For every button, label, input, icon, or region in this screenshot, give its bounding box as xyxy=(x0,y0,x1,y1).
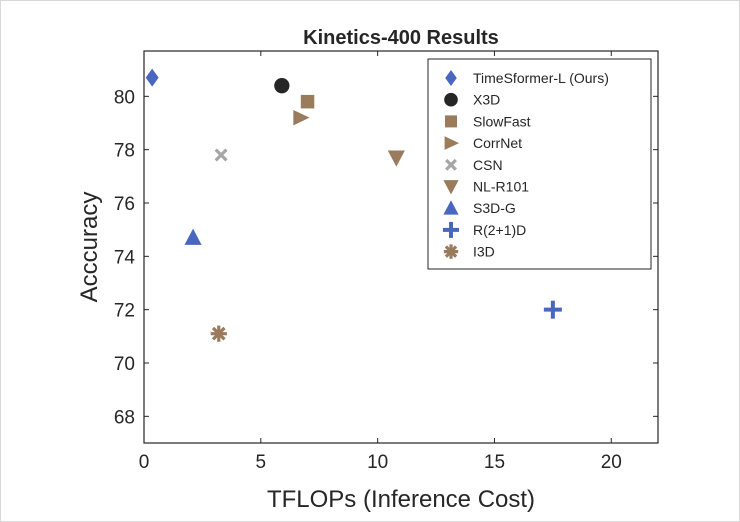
data-markers xyxy=(145,68,562,342)
x-tick-label: 15 xyxy=(484,452,505,473)
legend-box xyxy=(427,58,652,270)
legend-label-slowfast: SlowFast xyxy=(473,113,531,129)
data-point-i3d xyxy=(210,325,227,342)
legend-label-s3d-g: S3D-G xyxy=(473,200,516,216)
x-axis-label: TFLOPs (Inference Cost) xyxy=(267,486,535,513)
y-tick-label: 78 xyxy=(114,141,135,162)
legend-marker-csn xyxy=(445,158,457,171)
chart-title: Kinetics-400 Results xyxy=(303,27,499,49)
y-tick-label: 74 xyxy=(114,247,136,268)
legend-label-i3d: I3D xyxy=(473,244,495,260)
legend-marker-s3d-g xyxy=(443,200,459,215)
y-tick-label: 76 xyxy=(114,194,135,215)
legend-label-r-2-1-d: R(2+1)D xyxy=(473,222,526,238)
legend-marker-corrnet xyxy=(444,136,459,150)
data-point-nl-r101 xyxy=(387,150,405,167)
data-point-r-2-1-d xyxy=(543,300,562,319)
x-tick-label: 10 xyxy=(367,452,388,473)
legend-marker-slowfast xyxy=(445,115,457,128)
data-point-timesformer-l-ours xyxy=(145,68,159,87)
legend-label-corrnet: CorrNet xyxy=(473,135,522,151)
legend-marker-x3d xyxy=(444,92,458,107)
data-point-corrnet xyxy=(293,110,310,126)
legend: TimeSformer-L (Ours) X3D SlowFast CorrNet CS… xyxy=(427,58,652,270)
data-point-x3d xyxy=(274,78,290,94)
y-tick-label: 80 xyxy=(114,87,135,108)
x-tick-label: 20 xyxy=(601,452,622,473)
legend-marker-timesformer-l-ours xyxy=(445,70,457,86)
legend-label-csn: CSN xyxy=(473,157,503,173)
legend-marker-i3d xyxy=(443,244,459,259)
y-tick-label: 72 xyxy=(114,301,135,322)
axis-ticks: 0 5 10 15 20 68 70 72 74 76 78 80 xyxy=(114,51,658,473)
y-tick-label: 68 xyxy=(114,407,135,428)
data-point-s3d-g xyxy=(184,228,202,245)
data-point-csn xyxy=(214,148,228,162)
legend-label-x3d: X3D xyxy=(473,92,500,108)
x-tick-label: 5 xyxy=(256,452,267,473)
legend-marker-nl-r101 xyxy=(443,180,459,195)
legend-label-nl-r101: NL-R101 xyxy=(473,179,529,195)
data-point-slowfast xyxy=(300,94,315,109)
x-tick-label: 0 xyxy=(139,452,150,473)
y-tick-label: 70 xyxy=(114,354,135,375)
legend-label-timesformer-l-ours: TimeSformer-L (Ours) xyxy=(473,70,609,86)
y-axis-label: Acccuracy xyxy=(76,192,103,303)
legend-marker-r-2-1-d xyxy=(443,221,459,238)
